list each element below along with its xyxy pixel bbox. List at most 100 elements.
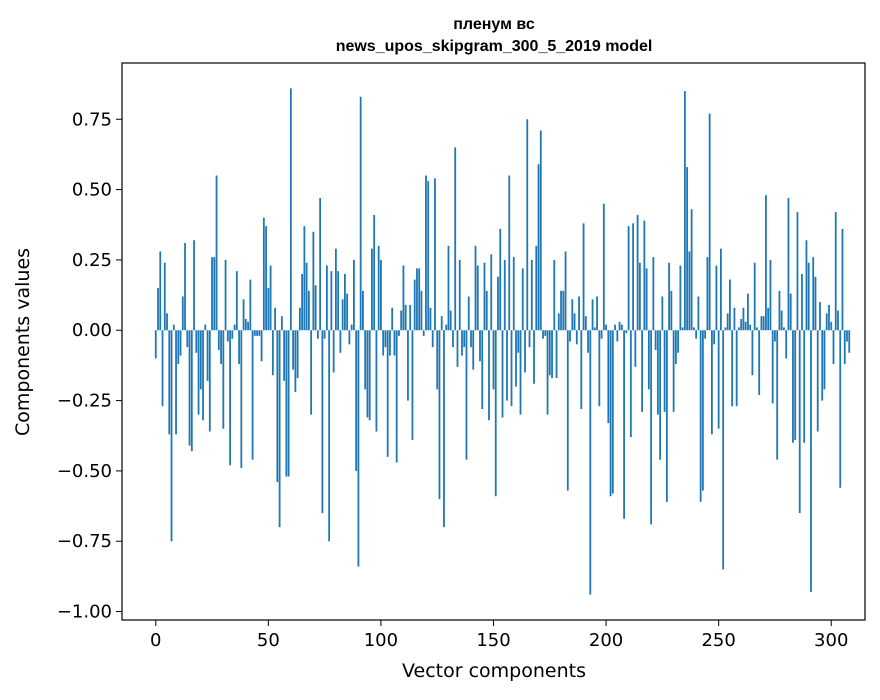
x-tick-label: 100 [364, 630, 398, 651]
bar [438, 330, 441, 500]
bar [816, 330, 819, 432]
bar [798, 330, 801, 514]
bar [830, 321, 833, 331]
y-tick-label: −0.50 [57, 461, 112, 482]
bar [316, 330, 319, 339]
bar [465, 330, 468, 460]
bar [738, 327, 740, 331]
bar [386, 330, 389, 457]
bar [573, 313, 576, 331]
bar [485, 290, 488, 331]
bar [533, 330, 535, 384]
bar [546, 330, 549, 415]
bar [575, 330, 578, 345]
bar [821, 330, 824, 401]
bar [551, 330, 553, 379]
bar [220, 330, 222, 365]
bar [796, 212, 799, 331]
y-tick-label: 0.50 [72, 180, 112, 201]
bar [407, 330, 409, 401]
bar [481, 330, 484, 410]
bar [681, 327, 684, 331]
bar [729, 279, 731, 331]
bar [391, 307, 394, 331]
bar [375, 330, 378, 432]
bar [591, 299, 594, 331]
bar [389, 330, 391, 356]
bar [740, 318, 743, 331]
bar [298, 307, 301, 331]
bar [659, 330, 662, 460]
y-tick-label: 0.00 [72, 320, 112, 341]
bar [186, 330, 189, 348]
bar [289, 88, 292, 331]
bar [548, 330, 551, 376]
bar [614, 324, 616, 331]
bar [161, 330, 164, 407]
y-axis-label: Components values [12, 248, 34, 436]
bar [762, 316, 765, 331]
bar [431, 330, 434, 348]
bar [479, 330, 481, 362]
bar [265, 226, 267, 331]
bar [596, 296, 598, 331]
bar [425, 175, 427, 331]
bar [436, 330, 439, 390]
bar [661, 296, 664, 331]
bar [294, 330, 297, 393]
bar [244, 318, 247, 331]
bar [616, 330, 619, 342]
bar [751, 330, 754, 376]
bar [269, 265, 272, 331]
bar [776, 330, 779, 460]
bar [837, 310, 839, 331]
bar [334, 248, 337, 331]
bar [526, 119, 529, 331]
x-tick-label: 300 [814, 630, 848, 651]
bar [445, 324, 448, 331]
bar [319, 198, 322, 331]
bar [562, 290, 565, 331]
bar [600, 330, 603, 339]
y-tick-label: 0.25 [72, 250, 112, 271]
bar [647, 330, 650, 390]
bar [580, 330, 583, 410]
bar [767, 307, 770, 331]
bar [749, 324, 752, 331]
bar [650, 330, 653, 525]
bar [368, 330, 371, 421]
bar [339, 330, 342, 353]
bar [756, 327, 758, 331]
bar [402, 265, 405, 331]
bar [373, 214, 376, 331]
bar [553, 259, 556, 331]
bar [154, 330, 157, 359]
bar [283, 330, 286, 381]
bar [472, 330, 475, 370]
bar [240, 330, 243, 469]
bar [589, 330, 592, 595]
bar [242, 299, 245, 331]
bar [629, 330, 632, 438]
bar [602, 203, 605, 331]
bar [371, 248, 373, 331]
bar [794, 330, 797, 440]
bar [607, 330, 610, 424]
bar [208, 330, 211, 432]
bar [285, 330, 288, 477]
bar [571, 299, 574, 331]
bar [321, 330, 324, 514]
bar [271, 330, 274, 376]
bar [393, 330, 396, 356]
bar [627, 226, 630, 331]
bar [656, 330, 659, 415]
bar [803, 330, 806, 443]
bar [344, 273, 346, 331]
bar [512, 257, 515, 331]
bar [515, 330, 517, 387]
bar [427, 181, 430, 331]
bar [307, 290, 310, 331]
bar [172, 324, 175, 331]
bar [179, 330, 182, 356]
bar [843, 330, 846, 365]
